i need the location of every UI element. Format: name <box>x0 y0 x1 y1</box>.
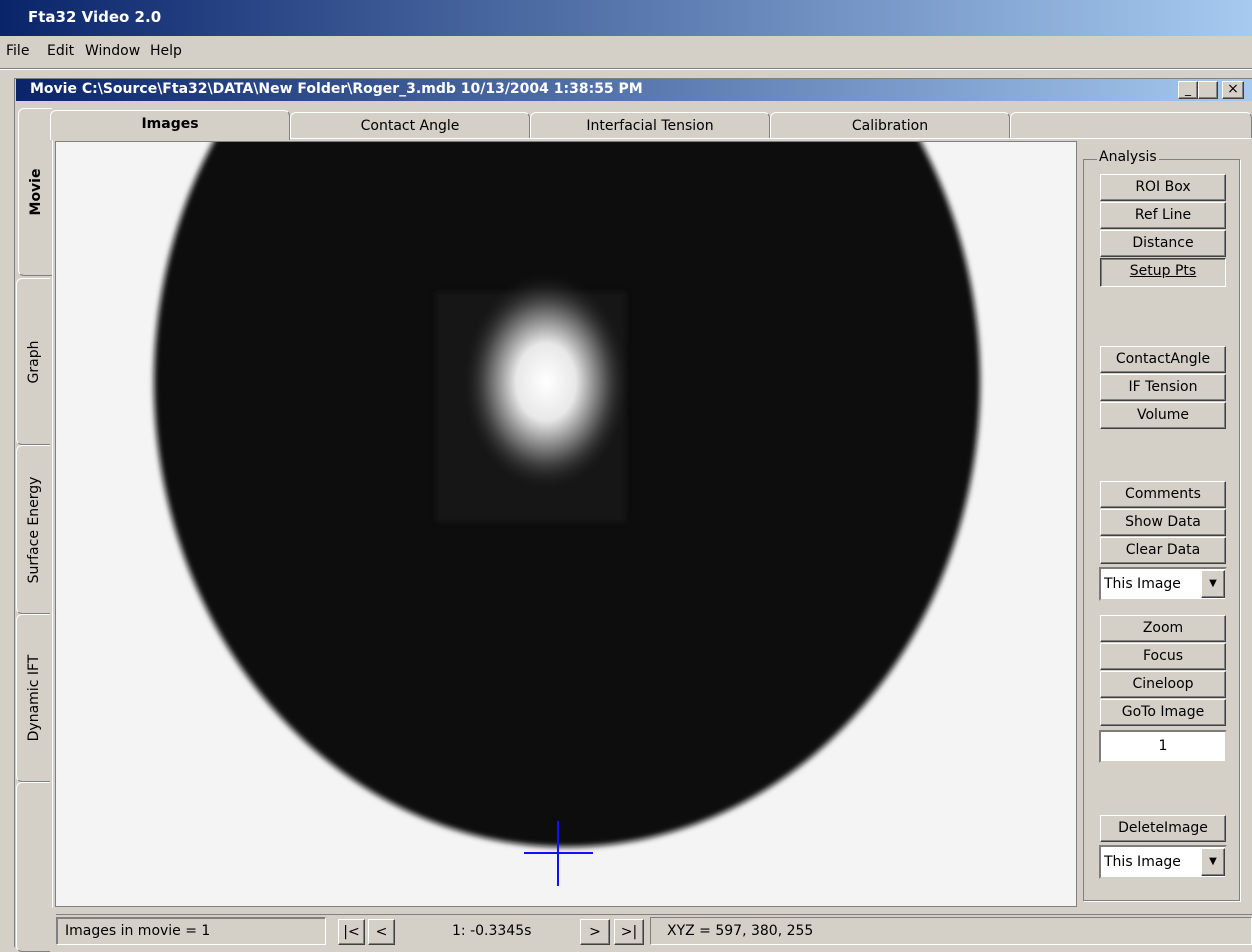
image-number-input[interactable]: 1 <box>1099 730 1227 763</box>
nav-button[interactable]: >| <box>614 919 644 945</box>
side-tab[interactable]: Movie <box>27 168 44 216</box>
nav-button[interactable]: > <box>580 919 610 945</box>
button[interactable]: Clear Data <box>1100 537 1226 564</box>
menu-item[interactable]: Window <box>85 43 141 59</box>
button[interactable]: Show Data <box>1100 509 1226 536</box>
button[interactable]: Volume <box>1100 402 1226 429</box>
side-tab[interactable]: Graph <box>25 340 42 383</box>
button[interactable]: Zoom <box>1100 615 1226 642</box>
window-title: Movie C:\Source\Fta32\DATA\New Folder\Ro… <box>30 81 643 97</box>
app-title-bar: Fta32 Video 2.0 <box>0 0 1252 36</box>
dropdown-value: This Image <box>1104 854 1181 870</box>
button[interactable]: Comments <box>1100 481 1226 508</box>
tab-panel <box>52 138 1252 908</box>
group-label: Analysis <box>1097 149 1159 165</box>
child-window <box>14 78 1252 947</box>
highlight <box>461 272 631 492</box>
button[interactable]: Setup Pts <box>1100 258 1226 287</box>
button[interactable]: ContactAngle <box>1100 346 1226 373</box>
side-tab-empty <box>16 782 50 952</box>
button[interactable]: Focus <box>1100 643 1226 670</box>
button[interactable]: GoTo Image <box>1100 699 1226 726</box>
top-tab-empty <box>1010 112 1252 138</box>
menu-item[interactable]: Edit <box>47 43 75 59</box>
button[interactable]: Distance <box>1100 230 1226 257</box>
dropdown-value: This Image <box>1104 576 1181 592</box>
frame-time: 1: -0.3345s <box>452 923 532 939</box>
menu-item[interactable]: File <box>6 43 30 59</box>
button[interactable]: ROI Box <box>1100 174 1226 201</box>
button[interactable]: Cineloop <box>1100 671 1226 698</box>
maximize-button[interactable] <box>1198 81 1218 99</box>
window-title-bar: Movie C:\Source\Fta32\DATA\New Folder\Ro… <box>16 79 1252 101</box>
minimize-button[interactable]: _ <box>1178 81 1198 99</box>
menu-bar: File Edit Window Help <box>0 36 1252 68</box>
top-tab[interactable]: Images <box>50 110 290 140</box>
app-title: Fta32 Video 2.0 <box>28 8 162 26</box>
top-tab[interactable]: Contact Angle <box>290 112 530 138</box>
image-view <box>55 141 1077 907</box>
status-text: Images in movie = 1 <box>65 923 211 939</box>
dropdown[interactable]: This Image ▼ <box>1099 567 1227 601</box>
dropdown-arrow[interactable]: ▼ <box>1201 570 1225 598</box>
nav-button[interactable]: |< <box>338 919 365 945</box>
top-tab[interactable]: Interfacial Tension <box>530 112 770 138</box>
xyz-readout: XYZ = 597, 380, 255 <box>667 923 814 939</box>
side-tab[interactable]: Surface Energy <box>25 476 42 583</box>
nav-button[interactable]: < <box>368 919 395 945</box>
status-panel: XYZ = 597, 380, 255 <box>650 917 1252 945</box>
analysis-group <box>1083 159 1240 901</box>
button[interactable]: IF Tension <box>1100 374 1226 401</box>
top-tab[interactable]: Calibration <box>770 112 1010 138</box>
separator <box>0 68 1252 70</box>
status-bar: Images in movie = 1 |< < 1: -0.3345s > >… <box>56 914 1252 947</box>
menu-item[interactable]: Help <box>150 43 182 59</box>
button[interactable]: DeleteImage <box>1100 815 1226 842</box>
button[interactable]: Ref Line <box>1100 202 1226 229</box>
close-button[interactable]: × <box>1222 81 1244 99</box>
side-tab[interactable]: Dynamic IFT <box>25 654 42 742</box>
dropdown[interactable]: This Image ▼ <box>1099 845 1227 879</box>
dropdown-arrow[interactable]: ▼ <box>1201 848 1225 876</box>
status-panel: Images in movie = 1 <box>56 917 326 945</box>
